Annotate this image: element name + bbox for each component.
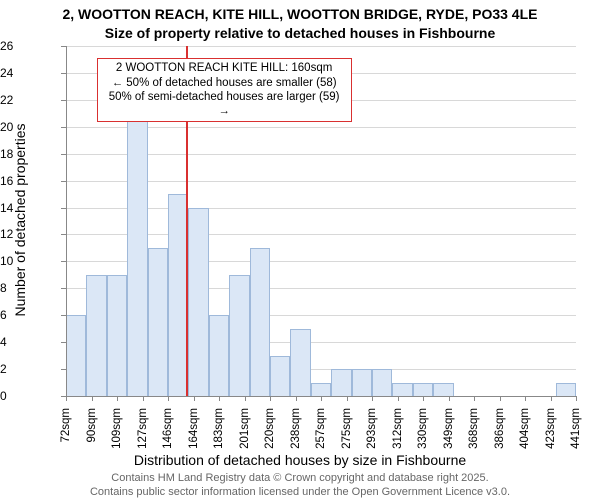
x-tick-label: 293sqm (366, 408, 378, 458)
x-tick-label: 146sqm (162, 408, 174, 458)
histogram-bar (229, 275, 249, 396)
x-tick-label: 164sqm (188, 408, 200, 458)
x-tick-label: 330sqm (417, 408, 429, 458)
x-tick-mark (219, 396, 220, 401)
x-tick-mark (296, 396, 297, 401)
x-tick-label: 386sqm (494, 408, 506, 458)
x-tick-label: 127sqm (137, 408, 149, 458)
x-tick-mark (551, 396, 552, 401)
annotation-line: 50% of semi-detached houses are larger (… (102, 90, 347, 119)
plot-area: 2 WOOTTON REACH KITE HILL: 160sqm← 50% o… (66, 46, 576, 396)
x-tick-mark (449, 396, 450, 401)
histogram-bar (433, 383, 453, 396)
annotation-line: ← 50% of detached houses are smaller (58… (102, 76, 347, 90)
x-tick-label: 109sqm (111, 408, 123, 458)
x-tick-mark (372, 396, 373, 401)
chart-title-line2: Size of property relative to detached ho… (0, 25, 600, 41)
x-tick-mark (474, 396, 475, 401)
histogram-bar (311, 383, 331, 396)
x-tick-mark (194, 396, 195, 401)
histogram-bar (250, 248, 270, 396)
histogram-bar (209, 315, 229, 396)
x-tick-label: 423sqm (545, 408, 557, 458)
histogram-bar (413, 383, 433, 396)
footer-line1: Contains HM Land Registry data © Crown c… (0, 472, 600, 484)
x-tick-label: 368sqm (468, 408, 480, 458)
histogram-bar (107, 275, 127, 396)
y-tick-label: 8 (0, 281, 60, 295)
footer-line2: Contains public sector information licen… (0, 486, 600, 498)
y-tick-label: 16 (0, 174, 60, 188)
x-tick-label: 441sqm (570, 408, 582, 458)
x-tick-mark (321, 396, 322, 401)
x-tick-mark (168, 396, 169, 401)
y-tick-label: 4 (0, 335, 60, 349)
chart-container: { "title": { "line1": "2, WOOTTON REACH,… (0, 0, 600, 500)
x-tick-mark (92, 396, 93, 401)
x-tick-label: 404sqm (519, 408, 531, 458)
y-tick-label: 2 (0, 362, 60, 376)
x-tick-label: 275sqm (341, 408, 353, 458)
x-tick-mark (525, 396, 526, 401)
x-tick-label: 220sqm (264, 408, 276, 458)
annotation-box: 2 WOOTTON REACH KITE HILL: 160sqm← 50% o… (97, 58, 352, 122)
x-tick-label: 312sqm (392, 408, 404, 458)
histogram-bar (148, 248, 168, 396)
y-tick-label: 14 (0, 201, 60, 215)
x-tick-mark (398, 396, 399, 401)
histogram-bar (372, 369, 392, 396)
x-tick-mark (245, 396, 246, 401)
histogram-bar (66, 315, 86, 396)
y-tick-label: 0 (0, 389, 60, 403)
gridline (66, 46, 576, 47)
x-tick-label: 183sqm (213, 408, 225, 458)
histogram-bar (331, 369, 351, 396)
x-tick-label: 72sqm (60, 408, 72, 458)
y-axis-line (66, 46, 67, 396)
x-axis-label: Distribution of detached houses by size … (0, 452, 600, 468)
histogram-bar (556, 383, 576, 396)
histogram-bar (86, 275, 106, 396)
x-tick-label: 238sqm (290, 408, 302, 458)
x-tick-mark (66, 396, 67, 401)
x-tick-mark (576, 396, 577, 401)
y-tick-label: 22 (0, 93, 60, 107)
annotation-line: 2 WOOTTON REACH KITE HILL: 160sqm (102, 61, 347, 75)
x-tick-label: 257sqm (315, 408, 327, 458)
histogram-bar (127, 113, 147, 396)
x-tick-label: 90sqm (86, 408, 98, 458)
histogram-bar (188, 208, 208, 396)
y-tick-label: 12 (0, 227, 60, 241)
histogram-bar (270, 356, 290, 396)
y-tick-label: 24 (0, 66, 60, 80)
x-tick-mark (117, 396, 118, 401)
histogram-bar (392, 383, 412, 396)
x-tick-mark (423, 396, 424, 401)
x-tick-mark (270, 396, 271, 401)
x-tick-mark (143, 396, 144, 401)
y-tick-label: 6 (0, 308, 60, 322)
x-tick-label: 349sqm (443, 408, 455, 458)
x-tick-mark (500, 396, 501, 401)
x-tick-label: 201sqm (239, 408, 251, 458)
histogram-bar (290, 329, 310, 396)
y-tick-label: 26 (0, 39, 60, 53)
histogram-bar (352, 369, 372, 396)
y-tick-label: 20 (0, 120, 60, 134)
y-tick-label: 10 (0, 254, 60, 268)
x-tick-mark (347, 396, 348, 401)
chart-title-line1: 2, WOOTTON REACH, KITE HILL, WOOTTON BRI… (0, 6, 600, 22)
y-tick-label: 18 (0, 147, 60, 161)
